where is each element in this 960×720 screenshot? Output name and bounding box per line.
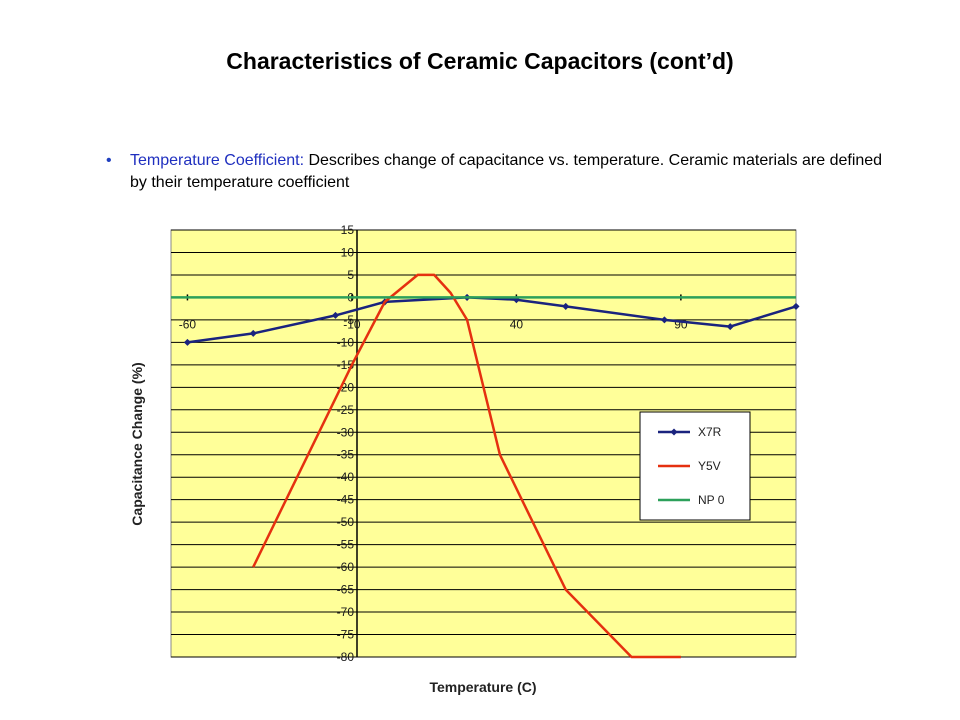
y-tick-labels: 151050-5-10-15-20-25-30-35-40-45-50-55-6… — [337, 223, 355, 664]
y-tick-label: -5 — [343, 313, 354, 327]
y-tick-label: -40 — [337, 470, 355, 484]
data-point — [183, 338, 191, 346]
y-tick-label: -70 — [337, 605, 355, 619]
y-tick-label: -25 — [337, 403, 355, 417]
series-line-1 — [252, 273, 681, 659]
y-tick-label: 10 — [341, 245, 355, 259]
y-tick-label: -50 — [337, 515, 355, 529]
data-point — [562, 302, 570, 310]
y-tick-label: -65 — [337, 583, 355, 597]
legend-label: Y5V — [698, 459, 721, 473]
x-axis-label: Temperature (C) — [429, 679, 536, 695]
x-tick-label: 90 — [674, 317, 688, 331]
data-point — [792, 302, 800, 310]
y-tick-label: -35 — [337, 448, 355, 462]
y-tick-label: -45 — [337, 493, 355, 507]
bullet-dot: • — [106, 152, 112, 169]
y-tick-label: -55 — [337, 538, 355, 552]
data-point — [660, 316, 668, 324]
y-tick-label: -80 — [337, 650, 355, 664]
legend-box — [639, 411, 751, 521]
y-tick-label: 5 — [347, 268, 354, 282]
bullet-rest: Describes change of capacitance vs. temp… — [130, 152, 883, 191]
legend-marker — [670, 428, 678, 436]
legend-label: X7R — [698, 425, 722, 439]
data-point — [249, 329, 257, 337]
y-tick-label: -75 — [337, 628, 355, 642]
x-tick-label: 40 — [510, 317, 524, 331]
data-point — [331, 311, 340, 319]
series-lines — [171, 273, 800, 659]
y-tick-label: -30 — [337, 425, 355, 439]
y-tick-label: 15 — [341, 223, 355, 237]
bullet-lead: Temperature Coefficient: — [130, 152, 305, 169]
bullet-item: • Temperature Coefficient: Describes cha… — [106, 150, 886, 194]
y-tick-label: -60 — [337, 560, 355, 574]
y-tick-label: -10 — [337, 335, 355, 349]
data-point — [726, 323, 734, 331]
x-tick-label: -60 — [179, 317, 197, 331]
legend: X7R Y5V NP 0 — [639, 411, 751, 521]
bullet-text: Temperature Coefficient: Describes chang… — [130, 150, 886, 194]
y-tick-label: -20 — [337, 380, 355, 394]
x-tick-label: -10 — [343, 317, 361, 331]
slide-title: Characteristics of Ceramic Capacitors (c… — [226, 48, 734, 74]
legend-label: NP 0 — [698, 493, 725, 507]
y-axis-label: Capacitance Change (%) — [129, 362, 145, 525]
